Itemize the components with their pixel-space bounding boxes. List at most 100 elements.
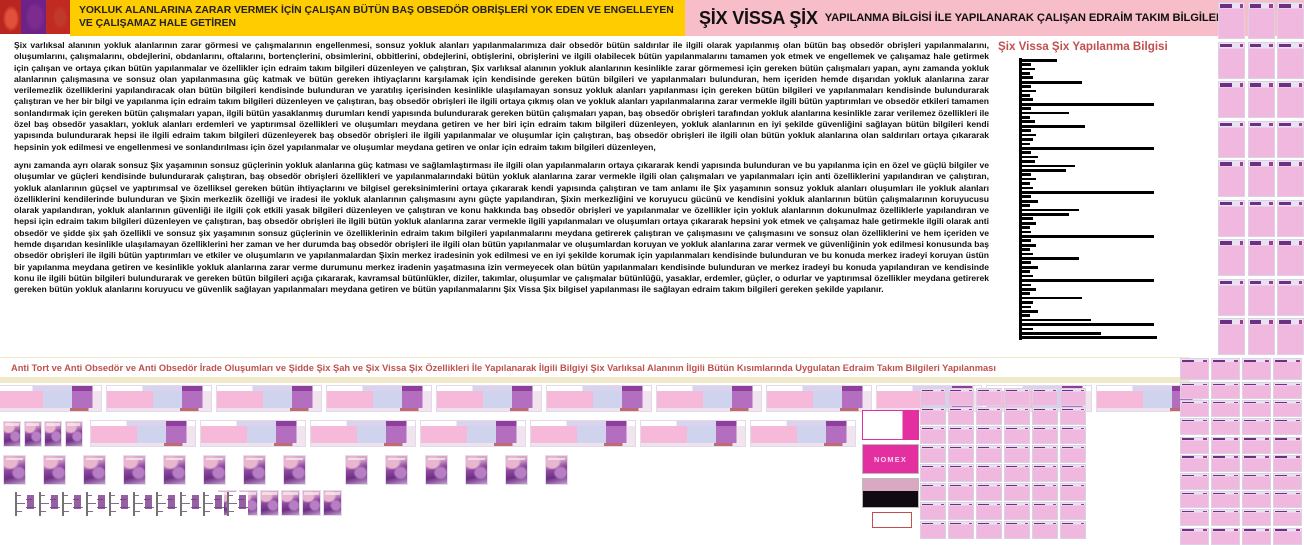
document-thumbnail[interactable] xyxy=(1218,120,1245,158)
wide-document-thumbnail[interactable] xyxy=(326,385,432,412)
pink-thumbnail[interactable] xyxy=(1032,407,1058,425)
violet-card-thumbnail[interactable] xyxy=(163,455,186,485)
violet-card-thumbnail[interactable] xyxy=(23,421,42,447)
document-thumbnail[interactable] xyxy=(1247,41,1275,79)
wide-document-thumbnail[interactable] xyxy=(0,385,102,412)
pink-thumbnail[interactable] xyxy=(920,502,946,520)
violet-card-thumbnail[interactable] xyxy=(345,455,368,485)
sketch-thumbnail[interactable] xyxy=(62,492,83,516)
pink-thumbnail[interactable] xyxy=(920,445,946,463)
pink-thumbnail[interactable] xyxy=(1273,454,1302,472)
pink-thumbnail[interactable] xyxy=(1180,418,1209,436)
pink-thumbnail[interactable] xyxy=(976,483,1002,501)
card-nomex[interactable]: NOMEX xyxy=(862,444,919,474)
wide-document-thumbnail[interactable] xyxy=(436,385,542,412)
pink-thumbnail[interactable] xyxy=(1032,483,1058,501)
document-thumbnail[interactable] xyxy=(1247,2,1275,39)
sketch-thumbnail[interactable] xyxy=(226,492,248,516)
pink-thumbnail[interactable] xyxy=(1032,426,1058,444)
document-thumbnail[interactable] xyxy=(1277,278,1304,316)
sketch-thumbnail[interactable] xyxy=(38,492,60,516)
pink-thumbnail[interactable] xyxy=(976,502,1002,520)
wide-document-thumbnail[interactable] xyxy=(420,420,526,447)
pink-thumbnail[interactable] xyxy=(976,388,1002,406)
document-thumbnail[interactable] xyxy=(1247,120,1275,158)
document-thumbnail[interactable] xyxy=(1218,160,1245,197)
pink-thumbnail[interactable] xyxy=(1004,483,1030,501)
violet-card-thumbnail[interactable] xyxy=(3,421,21,447)
pink-thumbnail[interactable] xyxy=(1004,464,1030,482)
pink-thumbnail[interactable] xyxy=(948,464,974,482)
pink-thumbnail[interactable] xyxy=(976,407,1002,425)
document-thumbnail[interactable] xyxy=(1277,318,1304,355)
pink-thumbnail[interactable] xyxy=(1180,358,1209,380)
pink-thumbnail[interactable] xyxy=(976,464,1002,482)
wide-document-thumbnail[interactable] xyxy=(216,385,322,412)
pink-thumbnail[interactable] xyxy=(1060,483,1086,501)
violet-card-thumbnail[interactable] xyxy=(260,490,279,516)
pink-thumbnail[interactable] xyxy=(920,407,946,425)
pink-thumbnail[interactable] xyxy=(948,502,974,520)
document-thumbnail[interactable] xyxy=(1247,239,1275,276)
pink-thumbnail[interactable] xyxy=(1032,445,1058,463)
pink-thumbnail[interactable] xyxy=(920,388,946,406)
document-thumbnail[interactable] xyxy=(1277,120,1304,158)
pink-thumbnail[interactable] xyxy=(948,521,974,539)
wide-document-thumbnail[interactable] xyxy=(530,420,636,447)
violet-card-thumbnail[interactable] xyxy=(3,455,26,485)
pink-thumbnail[interactable] xyxy=(1004,445,1030,463)
pink-thumbnail[interactable] xyxy=(1242,400,1271,418)
document-thumbnail[interactable] xyxy=(1277,41,1304,79)
wide-document-thumbnail[interactable] xyxy=(766,385,872,412)
document-thumbnail[interactable] xyxy=(1218,278,1245,316)
pink-thumbnail[interactable] xyxy=(1004,521,1030,539)
card-photo[interactable] xyxy=(862,478,919,508)
wide-document-thumbnail[interactable] xyxy=(90,420,196,447)
pink-thumbnail[interactable] xyxy=(948,445,974,463)
pink-thumbnail[interactable] xyxy=(1273,509,1302,527)
pink-thumbnail[interactable] xyxy=(1273,491,1302,509)
pink-thumbnail[interactable] xyxy=(1180,400,1209,418)
pink-thumbnail[interactable] xyxy=(1004,502,1030,520)
pink-thumbnail[interactable] xyxy=(1004,426,1030,444)
pink-thumbnail[interactable] xyxy=(1060,426,1086,444)
pink-thumbnail[interactable] xyxy=(920,483,946,501)
pink-thumbnail[interactable] xyxy=(1273,473,1302,490)
document-thumbnail[interactable] xyxy=(1218,81,1245,118)
violet-card-thumbnail[interactable] xyxy=(283,455,306,485)
document-thumbnail[interactable] xyxy=(1247,278,1275,316)
document-thumbnail[interactable] xyxy=(1247,160,1275,197)
pink-thumbnail[interactable] xyxy=(1060,521,1086,539)
pink-thumbnail[interactable] xyxy=(1060,445,1086,463)
document-thumbnail[interactable] xyxy=(1277,199,1304,237)
sketch-thumbnail[interactable] xyxy=(109,492,130,516)
pink-thumbnail[interactable] xyxy=(1211,436,1240,454)
pink-thumbnail[interactable] xyxy=(976,521,1002,539)
pink-thumbnail[interactable] xyxy=(1242,509,1271,527)
pink-thumbnail[interactable] xyxy=(1060,388,1086,406)
wide-document-thumbnail[interactable] xyxy=(640,420,746,447)
pink-thumbnail[interactable] xyxy=(1211,527,1240,545)
wide-document-thumbnail[interactable] xyxy=(310,420,416,447)
sketch-thumbnail[interactable] xyxy=(179,492,201,516)
pink-thumbnail[interactable] xyxy=(920,521,946,539)
violet-card-thumbnail[interactable] xyxy=(505,455,528,485)
violet-card-thumbnail[interactable] xyxy=(83,455,106,485)
violet-card-thumbnail[interactable] xyxy=(323,490,342,516)
wide-document-thumbnail[interactable] xyxy=(656,385,762,412)
pink-thumbnail[interactable] xyxy=(1273,400,1302,418)
pink-thumbnail[interactable] xyxy=(1060,407,1086,425)
violet-card-thumbnail[interactable] xyxy=(545,455,568,485)
wide-document-thumbnail[interactable] xyxy=(200,420,306,447)
violet-card-thumbnail[interactable] xyxy=(203,455,226,485)
pink-thumbnail[interactable] xyxy=(1273,358,1302,380)
pink-thumbnail[interactable] xyxy=(1211,509,1240,527)
pink-thumbnail[interactable] xyxy=(1032,521,1058,539)
pink-thumbnail[interactable] xyxy=(1180,473,1209,490)
sketch-thumbnail[interactable] xyxy=(156,492,177,516)
pink-thumbnail[interactable] xyxy=(1273,382,1302,399)
card-meiuhav[interactable]: MEIUHAV xyxy=(862,410,919,440)
sketch-thumbnail[interactable] xyxy=(15,492,36,516)
document-thumbnail[interactable] xyxy=(1218,318,1245,355)
pink-thumbnail[interactable] xyxy=(920,426,946,444)
